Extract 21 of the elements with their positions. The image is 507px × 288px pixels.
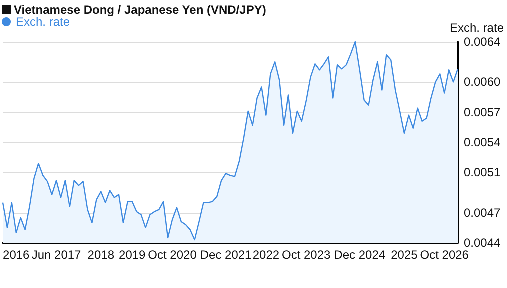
legend-label: Exch. rate: [16, 15, 70, 29]
x-tick-label: Oct 2026: [420, 248, 470, 262]
x-tick-label: 2016: [3, 248, 30, 262]
y-tick-label: 0.0051: [464, 166, 502, 180]
y-tick-label: 0.0047: [464, 206, 502, 220]
chart-title: Vietnamese Dong / Japanese Yen (VND/JPY): [14, 3, 266, 17]
x-tick-label: 2022: [252, 248, 280, 262]
y-tick-label: 0.0064: [464, 35, 502, 49]
y-tick-label: 0.0060: [464, 75, 502, 90]
y-tick-label: 0.0057: [464, 105, 502, 120]
y-tick-label: 0.0054: [464, 136, 502, 150]
x-tick-label: Jun 2017: [32, 248, 82, 262]
x-tick-label: 2018: [88, 248, 115, 262]
y-tick-label: 0.0044: [464, 236, 502, 250]
x-tick-label: 2019: [119, 248, 146, 262]
y-axis-title: Exch. rate: [450, 21, 504, 35]
x-tick-label: Dec 2024: [334, 248, 386, 262]
x-tick-label: Oct 2020: [148, 248, 198, 262]
x-tick-label: 2025: [391, 248, 418, 262]
x-tick-label: Oct 2023: [282, 248, 332, 262]
x-tick-label: Dec 2021: [200, 248, 252, 262]
